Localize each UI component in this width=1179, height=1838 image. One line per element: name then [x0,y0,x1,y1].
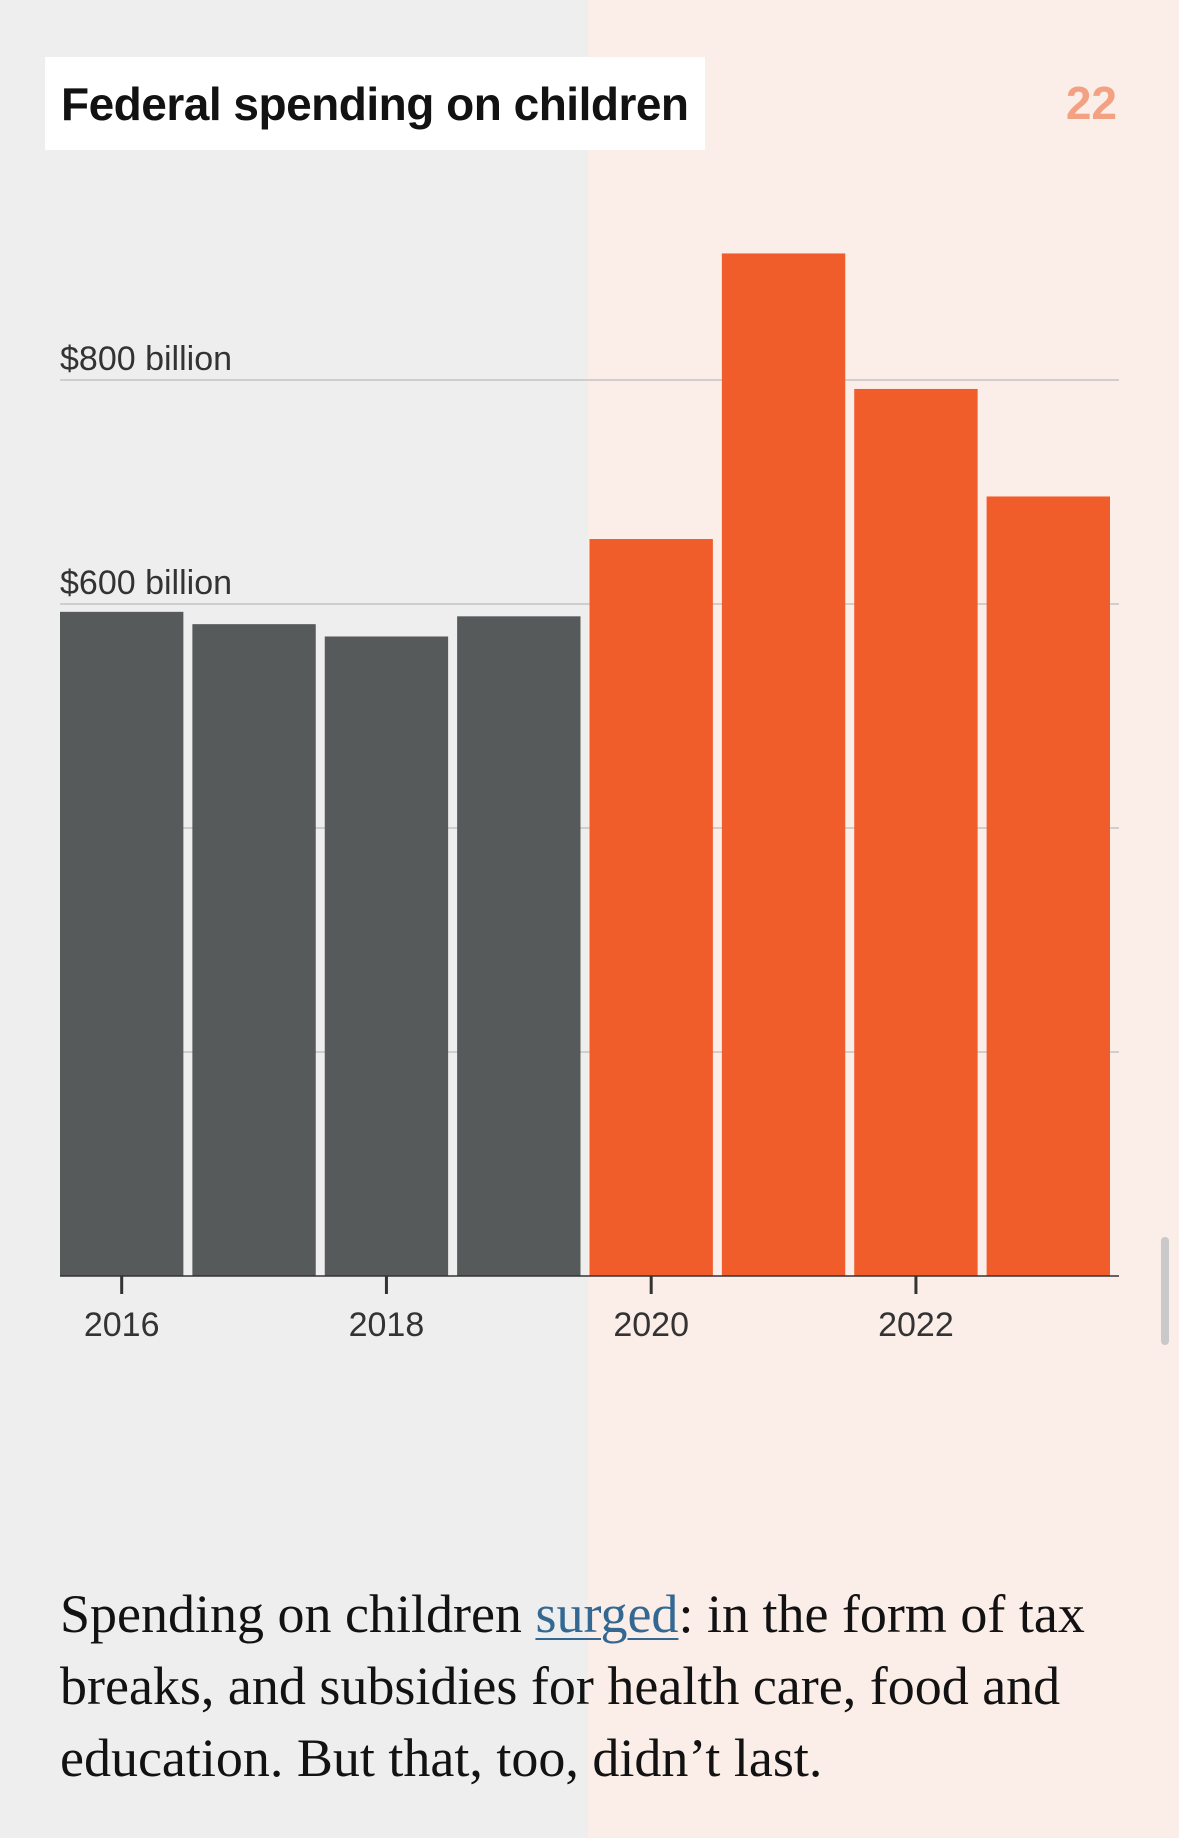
chart-title: Federal spending on children [61,77,689,130]
scrollbar[interactable] [1161,1237,1169,1345]
bar-2018 [324,636,449,1276]
y-tick-label-600: $600 billion [60,564,232,602]
y-axis-labels: $600 billion $800 billion [60,340,232,602]
y-tick-label-800: $800 billion [60,340,232,378]
surged-link[interactable]: surged [535,1584,679,1644]
bar-chart: 2016 2018 2020 2022 $600 billion $800 billio… [60,253,1119,1344]
caption-before: Spending on children [60,1584,536,1644]
x-tick-label-2020: 2020 [613,1306,689,1344]
bar-2017 [192,624,316,1276]
bars [60,253,1110,1277]
bar-2023 [986,496,1110,1277]
bar-2022 [854,388,978,1277]
bar-2021 [721,253,846,1276]
x-tick-label-2016: 2016 [84,1306,160,1344]
x-axis: 2016 2018 2020 2022 [60,1275,1119,1344]
bar-2020 [589,539,713,1276]
caption-text: Spending on children surged: in the form… [60,1578,1140,1794]
page-number: 22 [1065,77,1117,129]
x-tick-label-2022: 2022 [878,1306,954,1344]
x-tick-label-2018: 2018 [349,1306,425,1344]
caption-after: : in the form of tax breaks, and subsidi… [60,1584,1085,1788]
bar-2019 [457,616,581,1276]
bar-2016 [60,611,184,1276]
chart-title-box: Federal spending on children [45,57,705,150]
